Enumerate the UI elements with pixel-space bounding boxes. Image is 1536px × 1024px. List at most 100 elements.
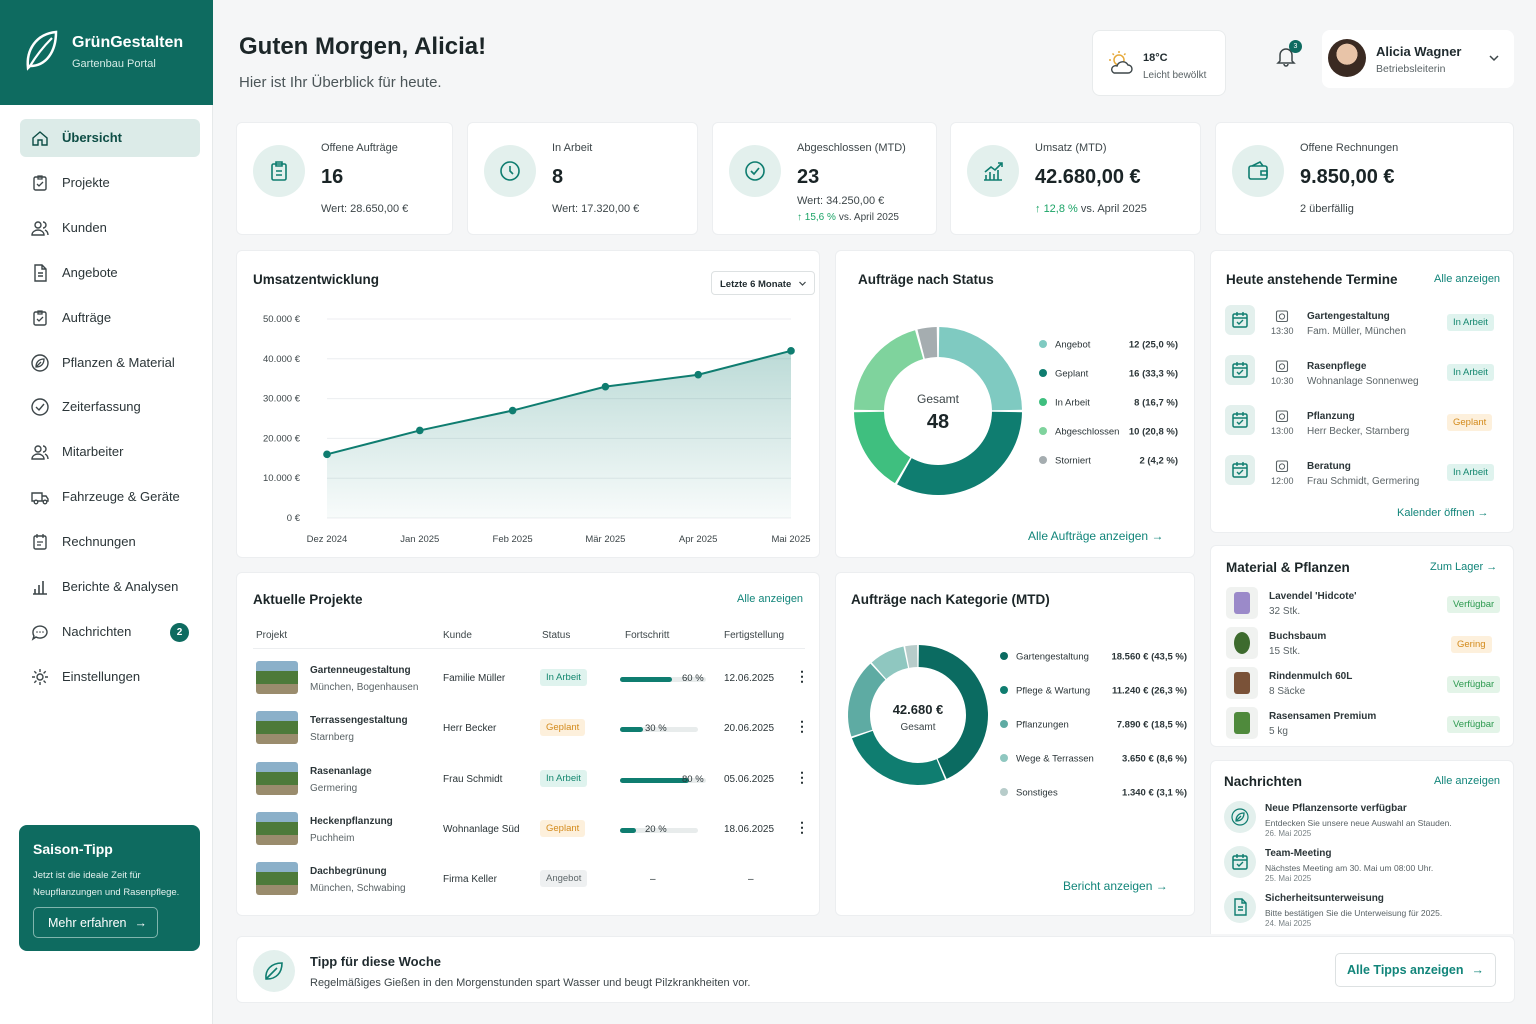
progress-text: –: [650, 874, 656, 886]
table-row[interactable]: Heckenpflanzung Puchheim Wohnanlage Süd Gep…: [237, 811, 821, 850]
kpi-value: 23: [797, 166, 820, 188]
sidebar-item-projekte[interactable]: Projekte: [20, 164, 200, 202]
more-options-icon[interactable]: ⋮: [795, 718, 809, 735]
table-row[interactable]: Rasenanlage Germering Frau Schmidt In Arbei…: [237, 761, 821, 800]
sidebar-item-fahrzeuge-geräte[interactable]: Fahrzeuge & Geräte: [20, 478, 200, 516]
material-quantity: 32 Stk.: [1269, 606, 1301, 617]
revenue-point: [508, 406, 517, 415]
sidebar-item-kunden[interactable]: Kunden: [20, 209, 200, 247]
legend-label: Storniert: [1055, 456, 1091, 467]
gear-icon: [32, 668, 48, 685]
sidebar-item-label: Nachrichten: [62, 623, 132, 639]
kpi-warning: 2 überfällig: [1300, 203, 1354, 215]
sidebar-item-label: Mitarbeiter: [62, 444, 124, 460]
kpi-card-open-orders[interactable]: Offene Aufträge 16 Wert: 28.650,00 €: [236, 122, 453, 235]
user-menu[interactable]: Alicia Wagner Betriebsleiterin: [1322, 30, 1514, 88]
sidebar-item-berichte-analysen[interactable]: Berichte & Analysen: [20, 568, 200, 606]
sidebar-item-nachrichten[interactable]: Nachrichten 2: [20, 613, 200, 651]
sidebar-item-angebote[interactable]: Angebote: [20, 254, 200, 292]
all-tips-label: Alle Tipps anzeigen: [1347, 963, 1464, 977]
category-chart-title: Aufträge nach Kategorie (MTD): [851, 592, 1050, 607]
more-options-icon[interactable]: ⋮: [795, 818, 809, 835]
sidebar-item-rechnungen[interactable]: Rechnungen: [20, 523, 200, 561]
category-donut-chart: 42.680 € Gesamt Gartengestaltung 18.560 € (…: [848, 645, 1187, 799]
donut-slice-gartengestaltung: [918, 645, 988, 779]
table-row[interactable]: Dachbegrünung München, Schwabing Firma Kel…: [237, 862, 821, 900]
legend-value: 11.240 € (26,3 %): [1112, 686, 1187, 697]
message-title[interactable]: Neue Pflanzensorte verfügbar: [1265, 803, 1407, 814]
sidebar-item-übersicht[interactable]: Übersicht: [20, 119, 200, 157]
material-swatch: [1234, 712, 1250, 734]
kpi-trend-value: 12,8 %: [1043, 203, 1078, 215]
kpi-card-in-progress[interactable]: In Arbeit 8 Wert: 17.320,00 €: [467, 122, 698, 235]
appointment-title: Gartengestaltung: [1307, 311, 1390, 322]
projects-all-link[interactable]: Alle anzeigen: [737, 593, 804, 605]
revenue-area: [327, 350, 791, 518]
project-due-date: 12.06.2025: [724, 673, 775, 684]
table-header: Fortschritt: [625, 630, 670, 641]
message-title[interactable]: Sicherheitsunterweisung: [1265, 893, 1384, 904]
project-thumbnail: [256, 761, 298, 795]
leaf-icon: [253, 950, 295, 992]
category-chart-card: Aufträge nach Kategorie (MTD) 42.680 € Ge…: [835, 572, 1195, 916]
stock-status-badge: Gering: [1451, 636, 1492, 653]
project-name: Heckenpflanzung: [310, 815, 393, 827]
sidebar-item-pflanzen-material[interactable]: Pflanzen & Material: [20, 344, 200, 382]
y-tick-label: 50.000 €: [263, 314, 301, 325]
arrow-up-icon: ↑: [1035, 203, 1044, 215]
more-options-icon[interactable]: ⋮: [795, 668, 809, 684]
kpi-card-open-invoices[interactable]: Offene Rechnungen 9.850,00 € 2 überfällig: [1215, 122, 1514, 235]
all-orders-link[interactable]: Alle Aufträge anzeigen →: [1028, 529, 1163, 543]
sidebar-item-label: Aufträge: [62, 309, 112, 325]
legend-label: Abgeschlossen: [1055, 427, 1119, 438]
sidebar-item-aufträge[interactable]: Aufträge: [20, 299, 200, 337]
home-icon: [32, 131, 48, 146]
revenue-chart-title: Umsatzentwicklung: [253, 272, 380, 287]
legend-value: 16 (33,3 %): [1129, 369, 1178, 380]
revenue-chart: 50.000 € 40.000 € 30.000 € 20.000 € 10.000 €…: [263, 314, 811, 545]
learn-more-button[interactable]: Mehr erfahren →: [33, 907, 158, 938]
material-quantity: 5 kg: [1269, 726, 1288, 737]
progress-fill: [620, 827, 636, 833]
clipboard-icon: [33, 175, 47, 191]
appointment-subtitle: Fam. Müller, München: [1307, 326, 1406, 337]
brand[interactable]: GrünGestalten Gartenbau Portal: [0, 0, 213, 105]
legend-label: Angebot: [1055, 340, 1091, 351]
stock-link[interactable]: Zum Lager →: [1430, 561, 1497, 573]
table-row[interactable]: Gartenneugestaltung München, Bogenhausen F…: [237, 661, 821, 699]
legend-value: 18.560 € (43,5 %): [1111, 652, 1187, 663]
kpi-card-completed[interactable]: Abgeschlossen (MTD) 23 Wert: 34.250,00 € ↑ …: [712, 122, 937, 235]
kpi-card-revenue[interactable]: Umsatz (MTD) 42.680,00 € ↑ 12,8 % vs. April…: [950, 122, 1201, 235]
sidebar-item-einstellungen[interactable]: Einstellungen: [20, 658, 200, 696]
bell-icon[interactable]: [1275, 45, 1297, 67]
all-tips-button[interactable]: Alle Tipps anzeigen →: [1335, 953, 1496, 987]
arrow-right-icon: →: [134, 915, 148, 930]
range-select[interactable]: Letzte 6 Monate: [711, 271, 815, 295]
legend-label: Pflanzungen: [1016, 720, 1069, 731]
status-badge: Geplant: [540, 719, 586, 737]
report-link[interactable]: Bericht anzeigen →: [1063, 879, 1168, 893]
material-name: Buchsbaum: [1269, 631, 1327, 642]
appointments-all-link[interactable]: Alle anzeigen: [1434, 273, 1501, 285]
open-calendar-link[interactable]: Kalender öffnen →: [1397, 507, 1489, 519]
revenue-point: [787, 347, 795, 355]
donut-slice-pflege-wartung: [851, 730, 946, 785]
message-title[interactable]: Team-Meeting: [1265, 848, 1332, 859]
donut-center-value: 42.680 €: [893, 702, 944, 717]
more-options-icon[interactable]: ⋮: [795, 768, 809, 785]
kpi-label: Umsatz (MTD): [1035, 142, 1107, 154]
sidebar-item-mitarbeiter[interactable]: Mitarbeiter: [20, 433, 200, 471]
progress-text: 80 %: [682, 773, 704, 785]
material-quantity: 8 Säcke: [1269, 686, 1306, 697]
table-row[interactable]: Terrassengestaltung Starnberg Herr Becker G…: [237, 711, 821, 749]
donut-center-label: Gesamt: [900, 722, 935, 733]
messages-all-link[interactable]: Alle anzeigen: [1434, 775, 1501, 787]
notification-count-badge: 3: [1289, 40, 1302, 53]
status-badge: Geplant: [540, 819, 586, 837]
donut-slice-abgeschlossen: [854, 330, 924, 411]
clock-icon: [484, 145, 536, 197]
legend-dot: [1000, 788, 1008, 796]
season-tip-card: Saison-Tipp Jetzt ist die ideale Zeit fü…: [19, 825, 200, 951]
sidebar-item-zeiterfassung[interactable]: Zeiterfassung: [20, 388, 200, 426]
weather-widget[interactable]: 18°C Leicht bewölkt: [1092, 30, 1226, 96]
